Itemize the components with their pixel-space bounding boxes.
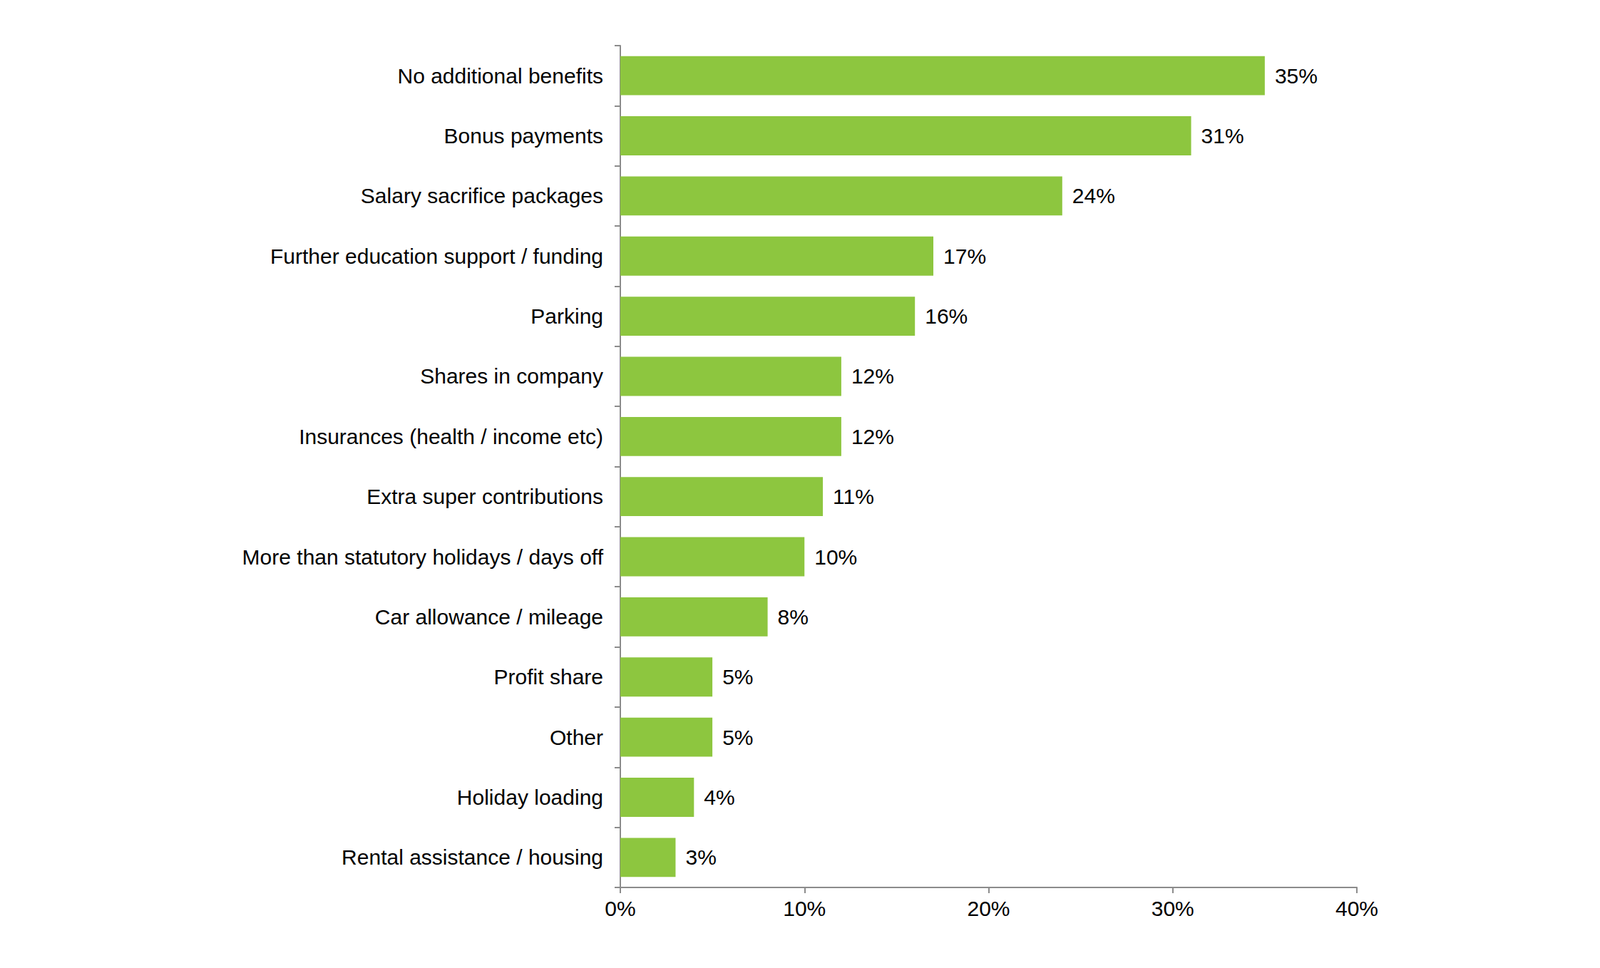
svg-text:17%: 17% [943,244,987,269]
svg-text:24%: 24% [1072,183,1116,208]
svg-text:Holiday loading: Holiday loading [457,785,604,810]
svg-text:10%: 10% [814,545,858,569]
svg-text:Extra super contributions: Extra super contributions [366,484,604,509]
svg-text:Further education support / fu: Further education support / funding [270,244,604,269]
svg-text:0%: 0% [604,896,636,921]
svg-text:5%: 5% [722,725,753,750]
svg-text:Other: Other [549,725,604,750]
svg-text:35%: 35% [1274,64,1318,88]
svg-text:40%: 40% [1335,896,1379,921]
svg-text:4%: 4% [703,785,735,810]
svg-text:12%: 12% [851,364,895,388]
svg-text:Profit share: Profit share [494,665,604,689]
svg-text:20%: 20% [966,896,1010,921]
svg-text:16%: 16% [924,304,968,328]
svg-text:5%: 5% [722,665,753,689]
svg-text:Salary sacrifice packages: Salary sacrifice packages [360,183,604,208]
svg-text:3%: 3% [685,845,716,870]
svg-text:Rental assistance / housing: Rental assistance / housing [341,845,604,870]
svg-text:Bonus payments: Bonus payments [444,124,604,148]
svg-text:More than statutory holidays /: More than statutory holidays / days off [242,545,604,569]
svg-text:Shares in company: Shares in company [419,364,604,388]
svg-text:30%: 30% [1151,896,1195,921]
svg-text:10%: 10% [782,896,826,921]
svg-text:No additional benefits: No additional benefits [397,64,604,88]
svg-text:12%: 12% [851,424,895,449]
svg-text:8%: 8% [777,605,809,629]
svg-text:31%: 31% [1201,124,1245,148]
svg-text:Car allowance / mileage: Car allowance / mileage [375,605,604,629]
svg-text:11%: 11% [832,484,875,509]
svg-text:Insurances (health / income et: Insurances (health / income etc) [298,424,604,449]
svg-text:Parking: Parking [530,304,604,328]
